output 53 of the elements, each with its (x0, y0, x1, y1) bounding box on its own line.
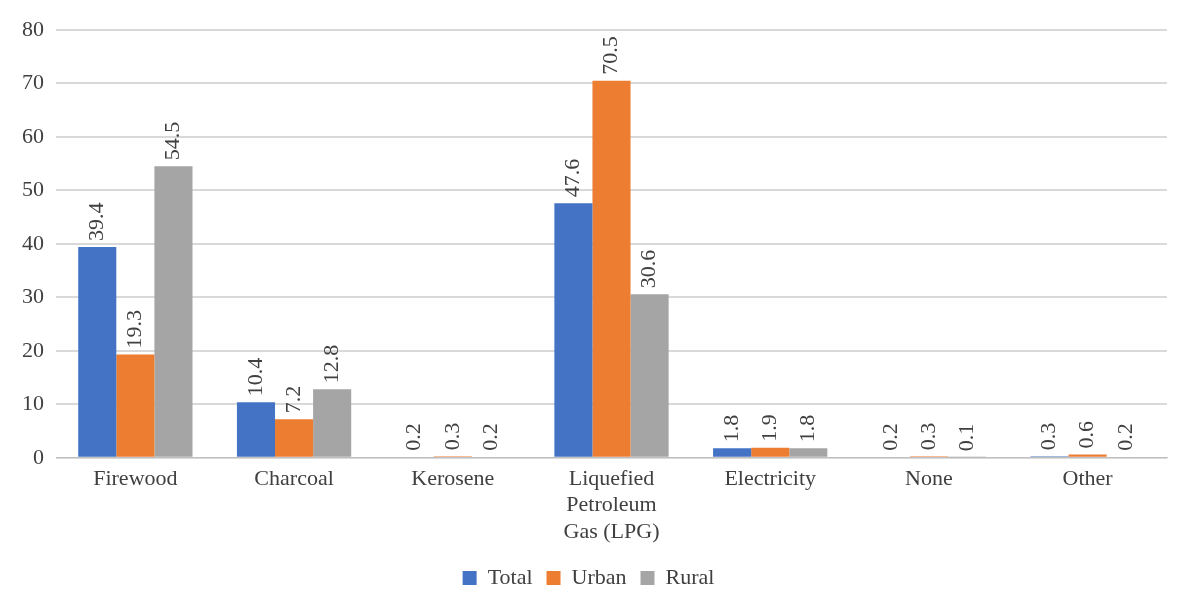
y-tick-label: 0 (33, 443, 44, 469)
bar (313, 389, 352, 457)
y-tick-label: 20 (22, 336, 44, 362)
bar (154, 166, 193, 457)
x-tick-label: Charcoal (254, 464, 334, 490)
bar (554, 203, 593, 457)
data-label: 39.4 (83, 202, 109, 242)
data-label: 0.1 (952, 423, 978, 452)
y-tick-label: 70 (22, 69, 44, 95)
data-label: 12.8 (317, 344, 343, 384)
bar (592, 80, 631, 457)
x-tick-label: None (905, 464, 953, 490)
y-tick-label: 80 (22, 15, 44, 41)
data-label: 0.2 (1111, 423, 1137, 451)
x-tick-label: Other (1062, 464, 1114, 490)
bar (236, 402, 276, 457)
data-label: 0.3 (438, 422, 464, 451)
data-label: 1.9 (756, 414, 781, 442)
data-label: 0.3 (914, 422, 940, 451)
data-label: 7.2 (279, 385, 305, 414)
x-tick-label: Firewood (93, 464, 178, 490)
data-label: 0.2 (400, 423, 426, 451)
data-label: 70.5 (597, 36, 623, 75)
x-tick-label: Electricity (724, 464, 817, 490)
bar (789, 448, 828, 457)
x-tick-label: Kerosene (411, 464, 495, 490)
data-label: 0.3 (1035, 422, 1061, 451)
data-label: 1.8 (717, 414, 743, 443)
bar (751, 447, 790, 457)
data-label: 1.8 (794, 414, 820, 443)
y-tick-label: 40 (22, 229, 44, 255)
legend-label: Total (487, 563, 533, 589)
data-label: 19.3 (121, 310, 147, 349)
legend-label: Rural (665, 563, 715, 589)
bar (630, 294, 669, 457)
y-tick-label: 60 (22, 122, 44, 148)
bar (1068, 454, 1107, 457)
data-label: 10.4 (241, 357, 267, 397)
y-tick-label: 30 (22, 283, 44, 309)
data-label: 47.6 (559, 158, 585, 198)
y-tick-label: 10 (22, 390, 44, 416)
data-label: 54.5 (159, 121, 185, 161)
data-label: 0.6 (1073, 421, 1099, 449)
legend-label: Urban (571, 563, 627, 589)
bar (78, 247, 117, 457)
data-label: 0.2 (876, 423, 902, 451)
bar (116, 354, 155, 457)
data-label: 0.2 (476, 423, 502, 451)
data-label: 30.6 (635, 249, 661, 289)
x-tick-label: Liquefied Petroleum Gas (LPG) (563, 464, 660, 543)
bar (713, 448, 752, 457)
bar (275, 419, 314, 457)
y-tick-label: 50 (22, 176, 44, 202)
